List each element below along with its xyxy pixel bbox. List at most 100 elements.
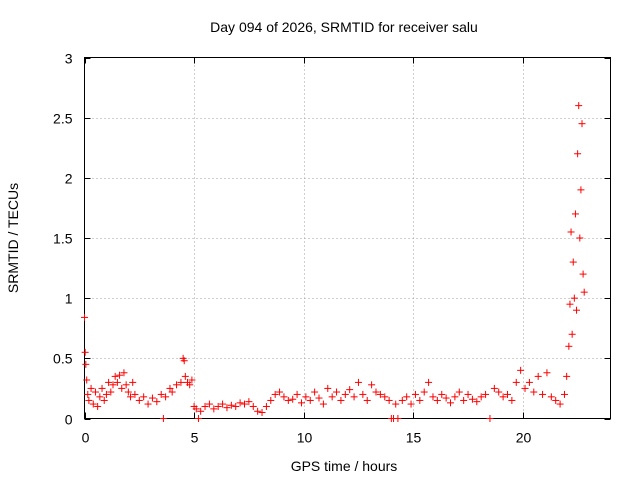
data-point (503, 390, 511, 398)
data-point (438, 390, 446, 398)
data-point (258, 408, 266, 416)
data-point (433, 396, 441, 404)
plot-frame (84, 57, 611, 419)
data-point (297, 399, 305, 407)
data-point (578, 120, 586, 128)
data-point (411, 390, 419, 398)
data-point (180, 357, 188, 365)
data-point (168, 388, 176, 396)
data-point (302, 393, 310, 401)
data-point (565, 342, 573, 350)
data-point (135, 396, 143, 404)
grid-lines (84, 57, 611, 419)
data-point (381, 393, 389, 401)
data-point (359, 390, 367, 398)
data-point (580, 288, 588, 296)
data-point (530, 388, 538, 396)
data-point (240, 400, 248, 408)
data-point (311, 388, 319, 396)
data-point (563, 372, 571, 380)
data-point (486, 415, 494, 422)
data-point (232, 402, 240, 410)
data-point (210, 405, 218, 413)
data-point (556, 400, 564, 408)
x-axis: 0 5 10 15 20 (82, 57, 531, 446)
data-point (85, 396, 93, 404)
y-tick-label: 0 (65, 412, 73, 428)
data-point (120, 369, 128, 377)
data-point (568, 330, 576, 338)
data-point (181, 372, 189, 380)
x-tick-label: 10 (297, 430, 313, 446)
y-tick-label: 3 (65, 51, 73, 67)
data-point (543, 369, 551, 377)
y-axis: 0 0.5 1 1.5 2 2.5 3 (53, 51, 611, 428)
data-point (293, 390, 301, 398)
data-points (81, 102, 588, 422)
data-point (499, 393, 507, 401)
data-point (368, 381, 376, 389)
data-point (403, 393, 411, 401)
data-point (337, 396, 345, 404)
data-point (194, 415, 202, 422)
data-point (571, 210, 579, 218)
data-point (249, 402, 257, 410)
data-point (124, 388, 132, 396)
data-point (98, 384, 106, 392)
data-point (328, 393, 336, 401)
chart-title: Day 094 of 2026, SRMTID for receiver sal… (210, 19, 478, 35)
data-point (324, 384, 332, 392)
data-point (280, 393, 288, 401)
data-point (89, 400, 97, 408)
data-point (201, 402, 209, 410)
data-point (271, 390, 279, 398)
data-point (539, 390, 547, 398)
data-point (468, 395, 476, 403)
data-point (192, 405, 200, 413)
data-point (236, 399, 244, 407)
data-point (186, 381, 194, 389)
y-tick-label: 2 (65, 171, 73, 187)
data-point (81, 313, 88, 321)
y-tick-label: 0.5 (53, 351, 73, 367)
data-point (333, 388, 341, 396)
data-point (129, 378, 137, 386)
data-point (319, 400, 327, 408)
data-point (451, 393, 459, 401)
data-point (579, 270, 587, 278)
data-point (547, 393, 555, 401)
data-point (153, 398, 161, 406)
data-point (385, 396, 393, 404)
data-point (315, 394, 323, 402)
data-point (177, 378, 185, 386)
data-point (552, 396, 560, 404)
data-point (372, 388, 380, 396)
data-point (157, 390, 165, 398)
data-point (113, 378, 121, 386)
data-point (84, 390, 92, 398)
data-point (81, 348, 89, 356)
data-point (262, 402, 270, 410)
data-point (289, 395, 297, 403)
data-point (363, 396, 371, 404)
data-point (94, 402, 102, 410)
x-axis-label: GPS time / hours (291, 458, 398, 474)
data-point (116, 371, 124, 379)
data-point (570, 294, 578, 302)
data-point (87, 384, 95, 392)
data-point (425, 378, 433, 386)
data-point (341, 390, 349, 398)
data-point (560, 390, 568, 398)
x-tick-label: 0 (82, 430, 90, 446)
data-point (109, 381, 117, 389)
data-point (96, 393, 104, 401)
data-point (407, 400, 415, 408)
data-point (267, 396, 275, 404)
data-point (420, 388, 428, 396)
data-point (107, 388, 115, 396)
data-point (573, 306, 581, 314)
data-point (148, 394, 156, 402)
data-point (394, 415, 402, 422)
y-axis-label: SRMTID / TECUs (5, 183, 21, 293)
